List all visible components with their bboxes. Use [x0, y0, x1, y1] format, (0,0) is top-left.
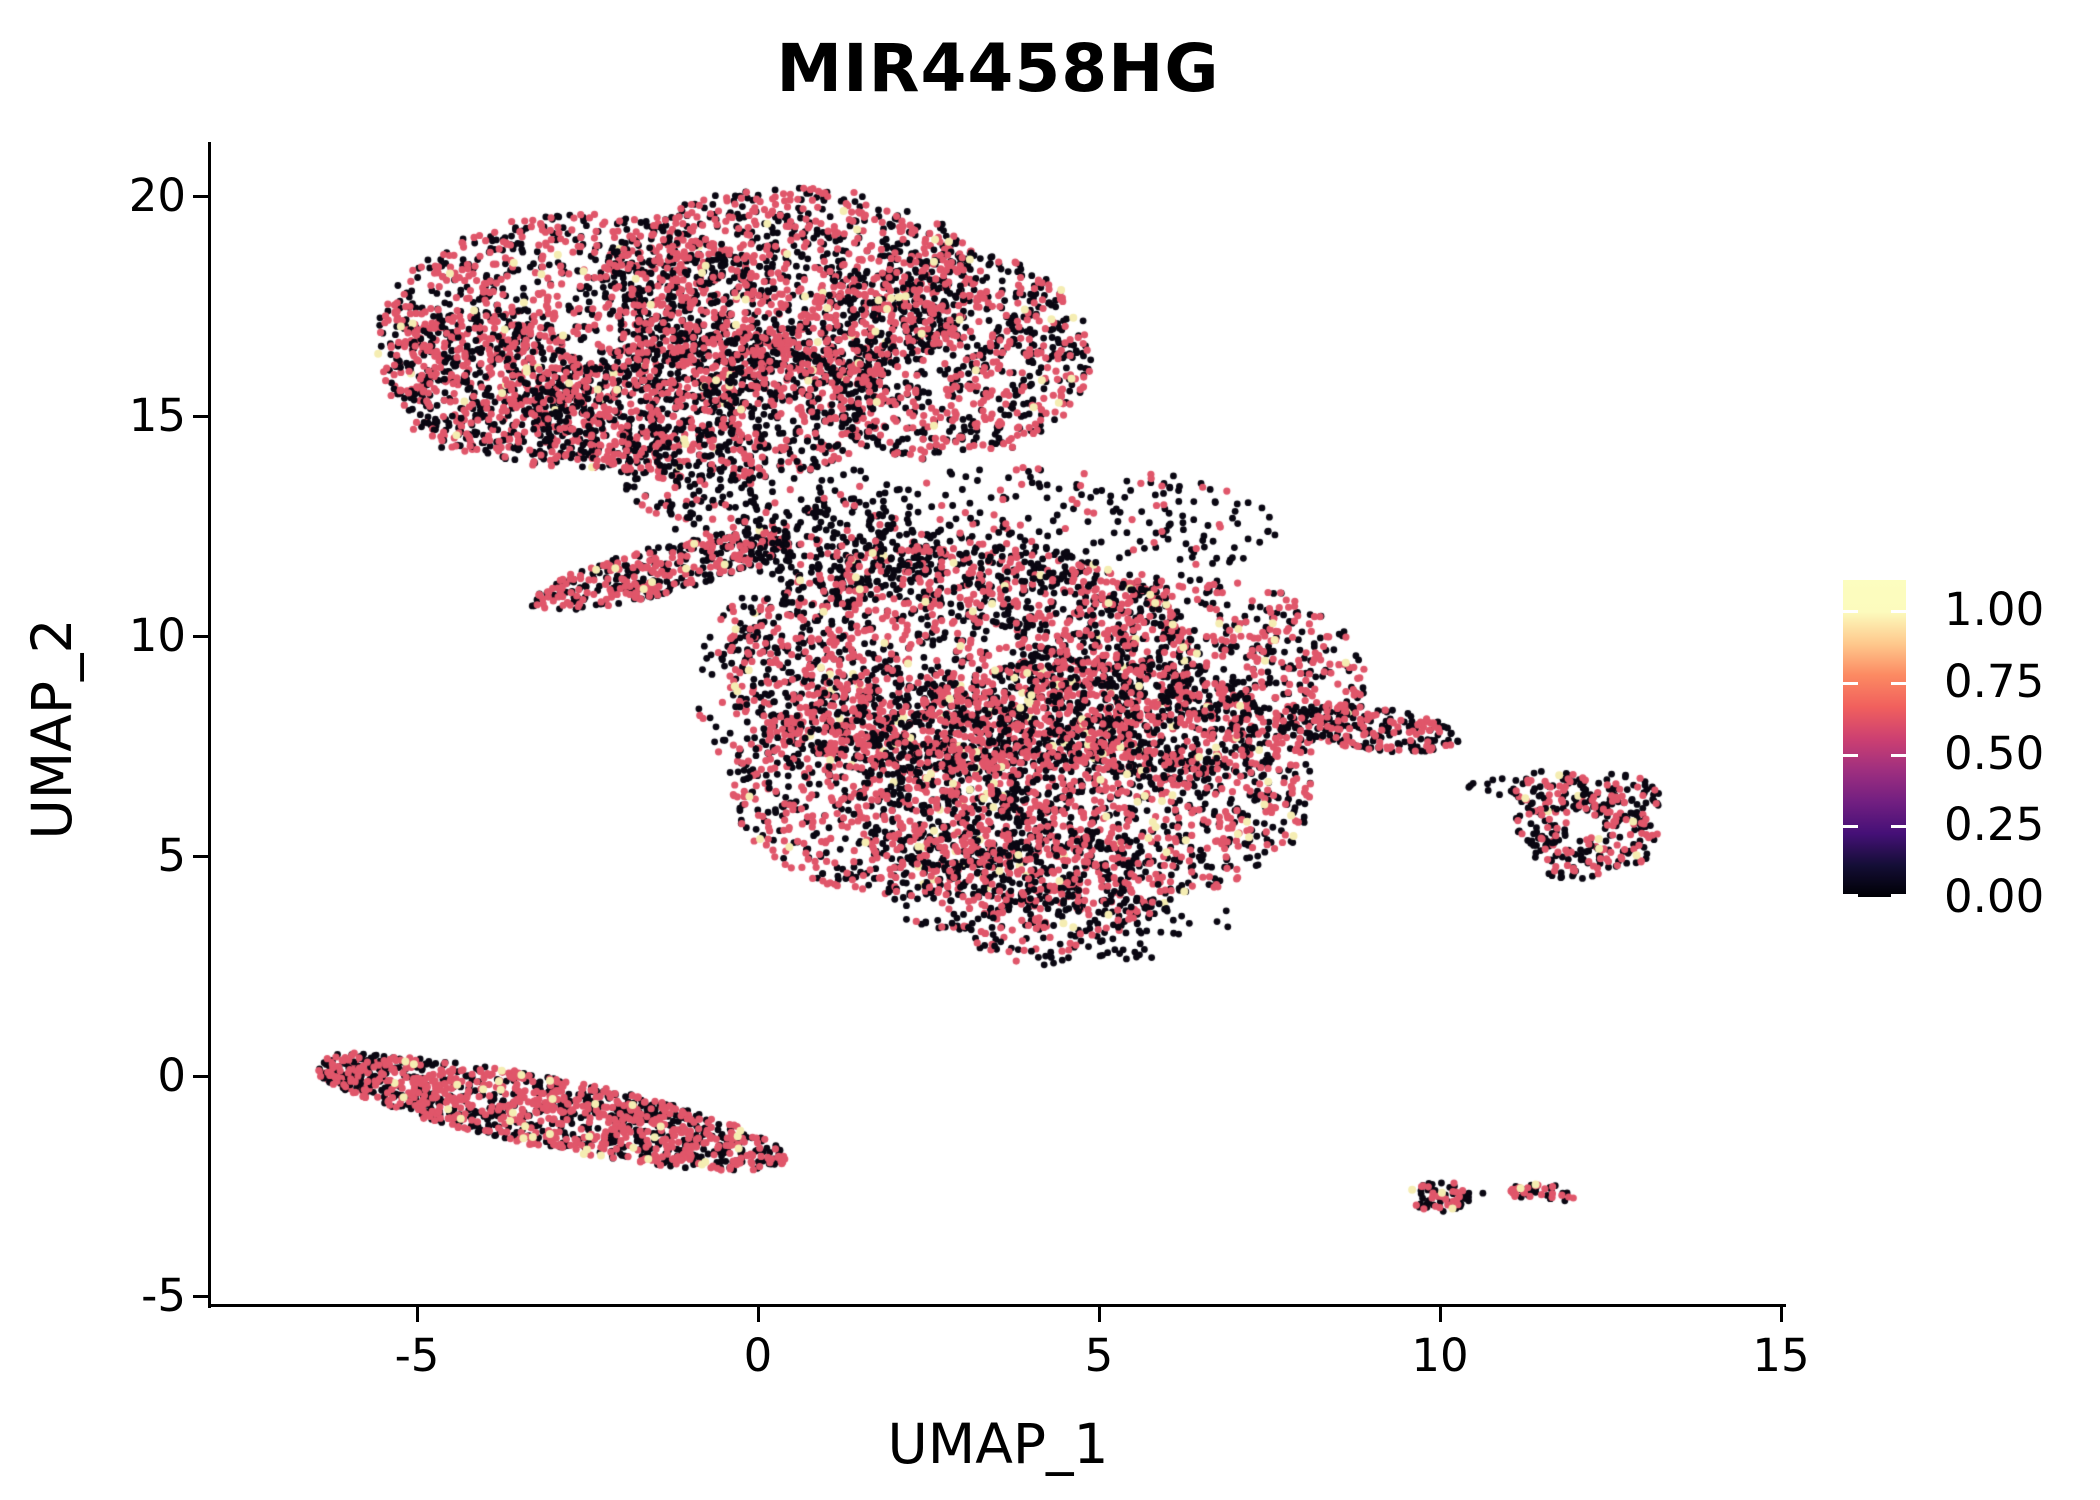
- y-tick-label: -5: [141, 1269, 186, 1322]
- colorbar-tick-label: 0.00: [1944, 870, 2045, 923]
- colorbar-tick-mark: [1843, 894, 1858, 897]
- colorbar-tick-mark: [1891, 610, 1906, 613]
- y-tick-mark: [193, 635, 209, 638]
- x-tick-label: 10: [1411, 1329, 1469, 1382]
- x-tick-label: 15: [1752, 1329, 1810, 1382]
- plot-title: MIR4458HG: [776, 30, 1220, 107]
- y-tick-label: 20: [128, 169, 186, 222]
- colorbar-tick-mark: [1843, 610, 1858, 613]
- colorbar-tick-mark: [1843, 681, 1858, 685]
- colorbar-tick-mark: [1891, 681, 1906, 685]
- y-tick-label: 10: [128, 609, 186, 662]
- colorbar-tick-label: 0.25: [1944, 798, 2045, 852]
- x-axis-title: UMAP_1: [887, 1412, 1109, 1476]
- x-tick-mark: [1439, 1307, 1442, 1322]
- y-tick-mark: [193, 195, 209, 198]
- y-tick-mark: [193, 1075, 209, 1078]
- x-tick-label: 0: [743, 1329, 773, 1382]
- y-tick-mark: [193, 1295, 209, 1298]
- colorbar-tick-mark: [1843, 825, 1858, 829]
- colorbar-tick-label: 0.50: [1944, 726, 2045, 780]
- colorbar-tick-mark: [1891, 753, 1906, 757]
- x-tick-label: -5: [394, 1329, 440, 1382]
- colorbar-tick-label: 0.75: [1944, 654, 2045, 708]
- y-axis-line: [208, 142, 211, 1308]
- y-tick-mark: [193, 415, 209, 418]
- x-tick-mark: [1780, 1307, 1783, 1322]
- y-axis-title: UMAP_2: [20, 618, 84, 840]
- colorbar-tick-mark: [1843, 753, 1858, 757]
- y-tick-label: 0: [157, 1049, 186, 1102]
- colorbar-gradient: [1843, 580, 1906, 897]
- x-tick-mark: [757, 1307, 760, 1322]
- colorbar-tick-mark: [1891, 825, 1906, 829]
- x-tick-label: 5: [1084, 1329, 1114, 1382]
- x-tick-mark: [1098, 1307, 1101, 1322]
- x-axis-line: [208, 1304, 1786, 1307]
- y-tick-label: 15: [128, 389, 186, 442]
- y-tick-label: 5: [157, 829, 186, 882]
- y-tick-mark: [193, 855, 209, 858]
- colorbar-tick-label: 1.00: [1944, 583, 2045, 636]
- x-tick-mark: [416, 1307, 419, 1322]
- colorbar-tick-mark: [1891, 894, 1906, 897]
